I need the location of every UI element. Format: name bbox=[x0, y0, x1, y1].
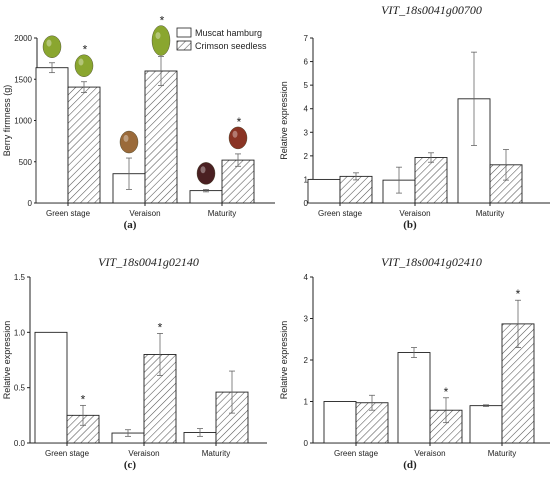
y-tick-label: 4 bbox=[304, 273, 309, 282]
y-tick-label: 1 bbox=[304, 175, 309, 184]
x-tick-label: Maturity bbox=[488, 449, 516, 458]
bar-crimson-seedless bbox=[144, 70, 178, 204]
y-tick-label: 0.0 bbox=[14, 439, 26, 448]
y-tick-label: 0 bbox=[28, 199, 33, 208]
bar-crimson-seedless bbox=[67, 86, 101, 204]
y-tick-label: 4 bbox=[304, 105, 309, 114]
panel-label: (b) bbox=[403, 219, 417, 231]
y-tick-label: 0 bbox=[304, 199, 309, 208]
bar-muscat-hamburg bbox=[323, 401, 357, 444]
x-tick-label: Green stage bbox=[46, 209, 91, 218]
panel-label: (a) bbox=[124, 219, 137, 231]
x-tick-label: Veraison bbox=[128, 449, 159, 458]
panel-label: (d) bbox=[403, 459, 417, 471]
x-tick-label: Maturity bbox=[202, 449, 230, 458]
panel-d: 0 1 2 3 4 Relative expression VIT_18s0041g0241… bbox=[279, 255, 550, 471]
legend: Muscat hamburg Crimson seedless bbox=[176, 27, 267, 51]
y-tick-label: 6 bbox=[304, 58, 309, 67]
chart-title: VIT_18s0041g00700 bbox=[381, 3, 482, 17]
y-tick-label: 1500 bbox=[14, 75, 32, 84]
y-tick-label: 1 bbox=[304, 398, 309, 407]
y-axis-label: Relative expression bbox=[279, 321, 289, 400]
panel-a: 0 500 1000 1500 2000 Berry firmness (g) Green … bbox=[2, 34, 275, 231]
y-tick-label: 3 bbox=[304, 315, 309, 324]
grape-berry-icon bbox=[151, 25, 171, 56]
y-axis-label: Relative expression bbox=[2, 321, 12, 400]
grape-highlight-icon bbox=[200, 166, 206, 174]
bar-muscat-hamburg bbox=[189, 190, 223, 204]
y-tick-label: 500 bbox=[19, 158, 33, 167]
grape-berry-icon bbox=[74, 54, 94, 77]
grape-berry-icon bbox=[42, 35, 62, 58]
panel-c: 0.0 0.5 1.0 1.5 Relative expression VIT_18s00… bbox=[2, 255, 267, 471]
y-axis-label: Berry firmness (g) bbox=[2, 85, 12, 157]
x-tick-label: Veraison bbox=[399, 209, 430, 218]
grape-highlight-icon bbox=[46, 39, 52, 47]
bar-muscat-hamburg bbox=[35, 67, 69, 204]
bar-muscat-hamburg bbox=[34, 331, 68, 444]
significance-marker: * bbox=[160, 14, 165, 28]
y-tick-label: 7 bbox=[304, 34, 309, 43]
grape-berry-icon bbox=[119, 130, 139, 154]
significance-marker: * bbox=[444, 385, 449, 399]
y-tick-label: 0 bbox=[304, 439, 309, 448]
y-tick-label: 3 bbox=[304, 128, 309, 137]
legend-swatch-muscat bbox=[176, 27, 192, 38]
x-tick-label: Green stage bbox=[318, 209, 363, 218]
y-tick-label: 0.5 bbox=[14, 384, 26, 393]
y-tick-label: 5 bbox=[304, 81, 309, 90]
grape-highlight-icon bbox=[123, 134, 129, 142]
significance-marker: * bbox=[516, 287, 521, 301]
panel-b: 0 1 2 3 4 5 6 7 Relative expression VIT_18s0041g0… bbox=[279, 3, 550, 231]
grape-highlight-icon bbox=[78, 58, 84, 66]
chart-title: VIT_18s0041g02140 bbox=[98, 255, 199, 269]
y-axis-label: Relative expression bbox=[279, 81, 289, 160]
x-tick-label: Veraison bbox=[414, 449, 445, 458]
y-tick-label: 1.0 bbox=[14, 328, 26, 337]
bar-muscat-hamburg bbox=[307, 178, 341, 204]
x-tick-label: Veraison bbox=[129, 209, 160, 218]
y-tick-label: 1.5 bbox=[14, 273, 26, 282]
bar-muscat-hamburg bbox=[397, 352, 431, 444]
y-tick-label: 1000 bbox=[14, 117, 32, 126]
significance-marker: * bbox=[237, 115, 242, 129]
legend-swatch-crimson bbox=[176, 40, 192, 51]
x-tick-label: Green stage bbox=[45, 449, 90, 458]
significance-marker: * bbox=[81, 392, 86, 406]
y-tick-label: 2 bbox=[304, 152, 309, 161]
x-tick-label: Maturity bbox=[476, 209, 504, 218]
significance-marker: * bbox=[83, 43, 88, 57]
legend-label: Muscat hamburg bbox=[195, 28, 262, 38]
legend-label: Crimson seedless bbox=[195, 41, 267, 51]
grape-berry-icon bbox=[228, 126, 248, 150]
x-tick-label: Green stage bbox=[334, 449, 379, 458]
bar-crimson-seedless bbox=[339, 175, 373, 204]
y-tick-label: 2 bbox=[304, 356, 309, 365]
significance-marker: * bbox=[158, 320, 163, 334]
grape-highlight-icon bbox=[155, 32, 161, 40]
bar-muscat-hamburg bbox=[469, 405, 503, 444]
grape-berry-icon bbox=[196, 162, 216, 185]
grape-highlight-icon bbox=[232, 130, 238, 138]
x-tick-label: Maturity bbox=[208, 209, 236, 218]
panel-label: (c) bbox=[124, 459, 137, 471]
y-tick-label: 2000 bbox=[14, 34, 32, 43]
bar-crimson-seedless bbox=[414, 157, 448, 204]
chart-title: VIT_18s0041g02410 bbox=[381, 255, 482, 269]
